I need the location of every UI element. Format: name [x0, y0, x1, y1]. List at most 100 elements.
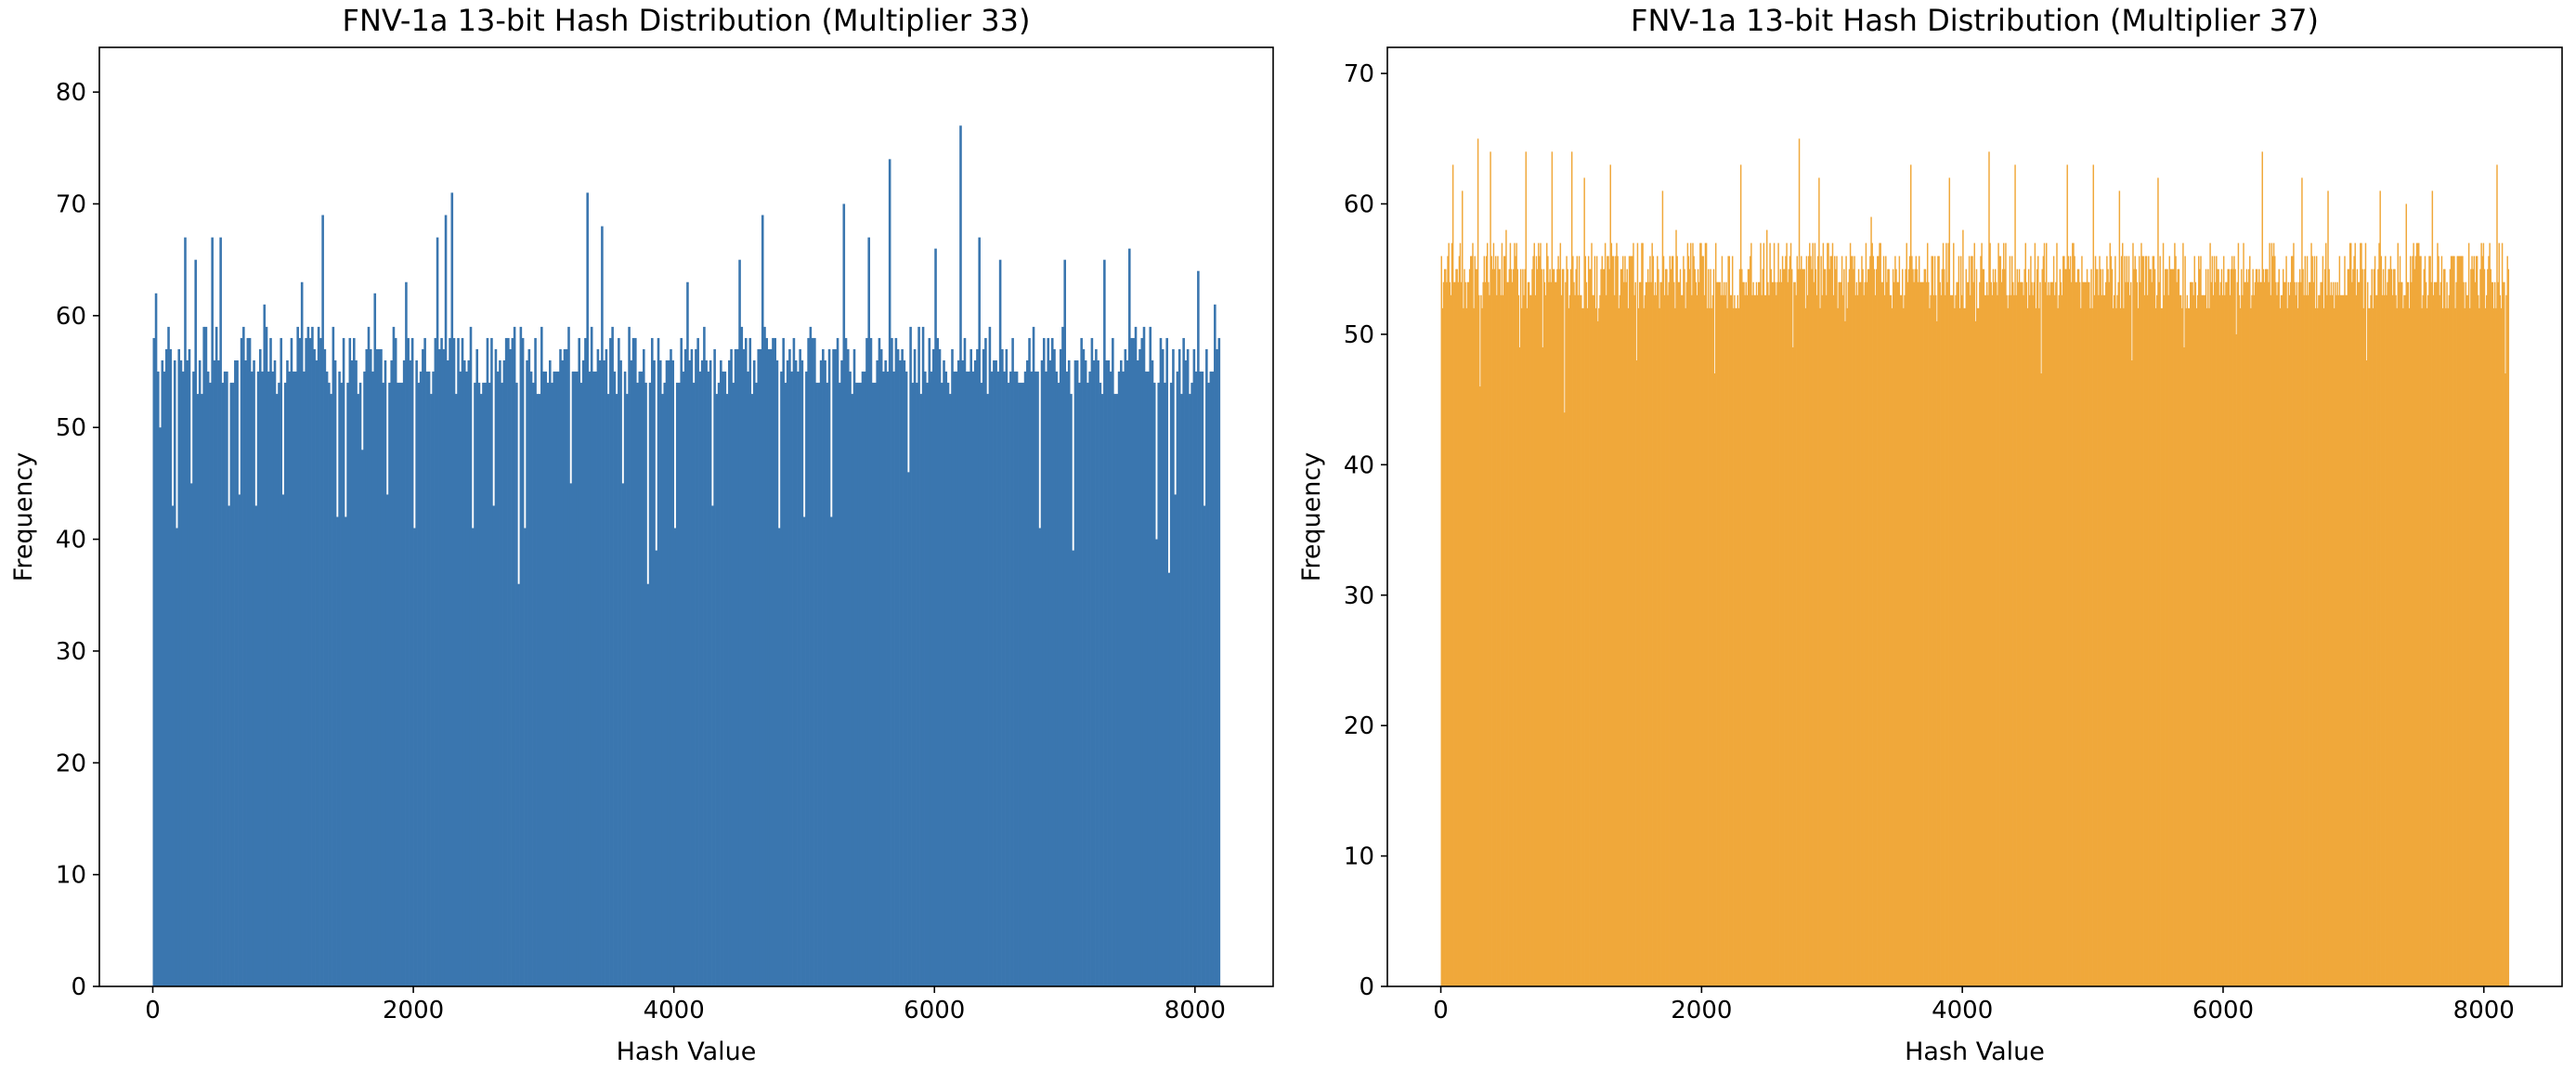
bar	[867, 237, 871, 987]
bar	[644, 383, 647, 986]
bar	[1895, 268, 1897, 987]
bar	[1730, 294, 1733, 986]
bar	[1890, 294, 1893, 986]
bar	[611, 326, 614, 986]
bar	[2228, 268, 2231, 987]
bar	[1870, 216, 1872, 987]
bar	[1799, 268, 1802, 987]
bar	[1503, 255, 1505, 986]
bar	[2205, 268, 2207, 987]
bar	[1774, 281, 1776, 986]
bar	[2017, 281, 2020, 986]
bar	[1897, 281, 1899, 986]
bar	[2182, 242, 2184, 987]
bar	[1967, 281, 1970, 986]
bar	[886, 372, 890, 986]
bar	[1841, 255, 1843, 986]
bar	[2174, 242, 2176, 987]
bar	[2322, 307, 2325, 987]
bar	[1815, 268, 1817, 987]
bar	[502, 360, 506, 986]
bar	[459, 372, 462, 986]
bar	[2236, 281, 2239, 986]
bar	[544, 372, 548, 986]
bar	[346, 383, 349, 986]
bar	[1169, 383, 1173, 986]
bar	[477, 383, 481, 986]
bar	[2150, 268, 2152, 987]
bar	[2313, 255, 2316, 986]
bar	[1948, 177, 1951, 987]
bar	[2007, 307, 2009, 987]
bar	[1460, 281, 1463, 986]
bar	[609, 337, 612, 986]
bar	[1541, 268, 1542, 987]
bar	[1744, 294, 1746, 986]
bar	[1902, 268, 1904, 987]
bar	[938, 348, 942, 987]
bar	[1446, 281, 1448, 986]
bar	[1597, 320, 1599, 987]
bar	[2407, 281, 2410, 986]
bar	[1751, 294, 1753, 986]
bar	[630, 360, 633, 986]
bar	[2470, 268, 2472, 987]
bar	[2394, 268, 2396, 987]
bar	[204, 326, 208, 986]
bar	[854, 383, 858, 986]
bar	[2070, 281, 2073, 986]
bar	[1189, 394, 1191, 986]
bar	[1737, 307, 1740, 987]
bar	[840, 360, 843, 986]
bar	[2190, 281, 2192, 986]
bar	[201, 394, 203, 986]
bar	[248, 337, 252, 986]
bar	[2466, 294, 2469, 986]
bar	[161, 360, 164, 986]
bar	[278, 383, 280, 986]
bar	[1462, 190, 1464, 986]
bar	[882, 372, 885, 986]
bar	[2479, 268, 2481, 987]
bar	[402, 360, 406, 986]
bar	[1628, 255, 1631, 986]
bar	[1494, 255, 1497, 986]
bar	[2072, 242, 2074, 987]
bar	[1710, 268, 1711, 987]
bar	[305, 337, 307, 986]
bar	[538, 394, 541, 986]
bar	[2412, 255, 2413, 986]
bar	[2244, 281, 2247, 986]
bar	[1741, 268, 1743, 987]
bar	[1939, 281, 1941, 986]
bar	[2302, 268, 2304, 987]
bar	[1823, 268, 1826, 987]
bar	[995, 360, 997, 986]
bar	[338, 372, 341, 986]
bar	[1560, 294, 1563, 986]
bar	[1889, 294, 1892, 986]
bar	[536, 394, 540, 986]
bar	[1794, 281, 1796, 986]
bar	[1555, 281, 1557, 986]
bar	[1770, 268, 1772, 987]
bar	[2340, 294, 2343, 986]
bar	[2314, 307, 2317, 987]
bar	[2491, 281, 2493, 986]
bar	[734, 348, 737, 987]
bar	[2415, 242, 2418, 987]
bar	[742, 348, 746, 987]
bar	[2107, 268, 2109, 987]
bar	[269, 337, 272, 986]
bar	[2376, 294, 2378, 986]
bar	[2085, 281, 2088, 986]
bar	[2163, 294, 2166, 986]
bar	[1449, 281, 1451, 986]
bar	[2331, 294, 2334, 986]
bar	[584, 337, 587, 986]
bar	[1134, 326, 1138, 986]
bar	[2279, 307, 2282, 987]
bar	[1167, 572, 1171, 986]
bar	[2472, 268, 2474, 987]
bar	[1629, 255, 1632, 986]
